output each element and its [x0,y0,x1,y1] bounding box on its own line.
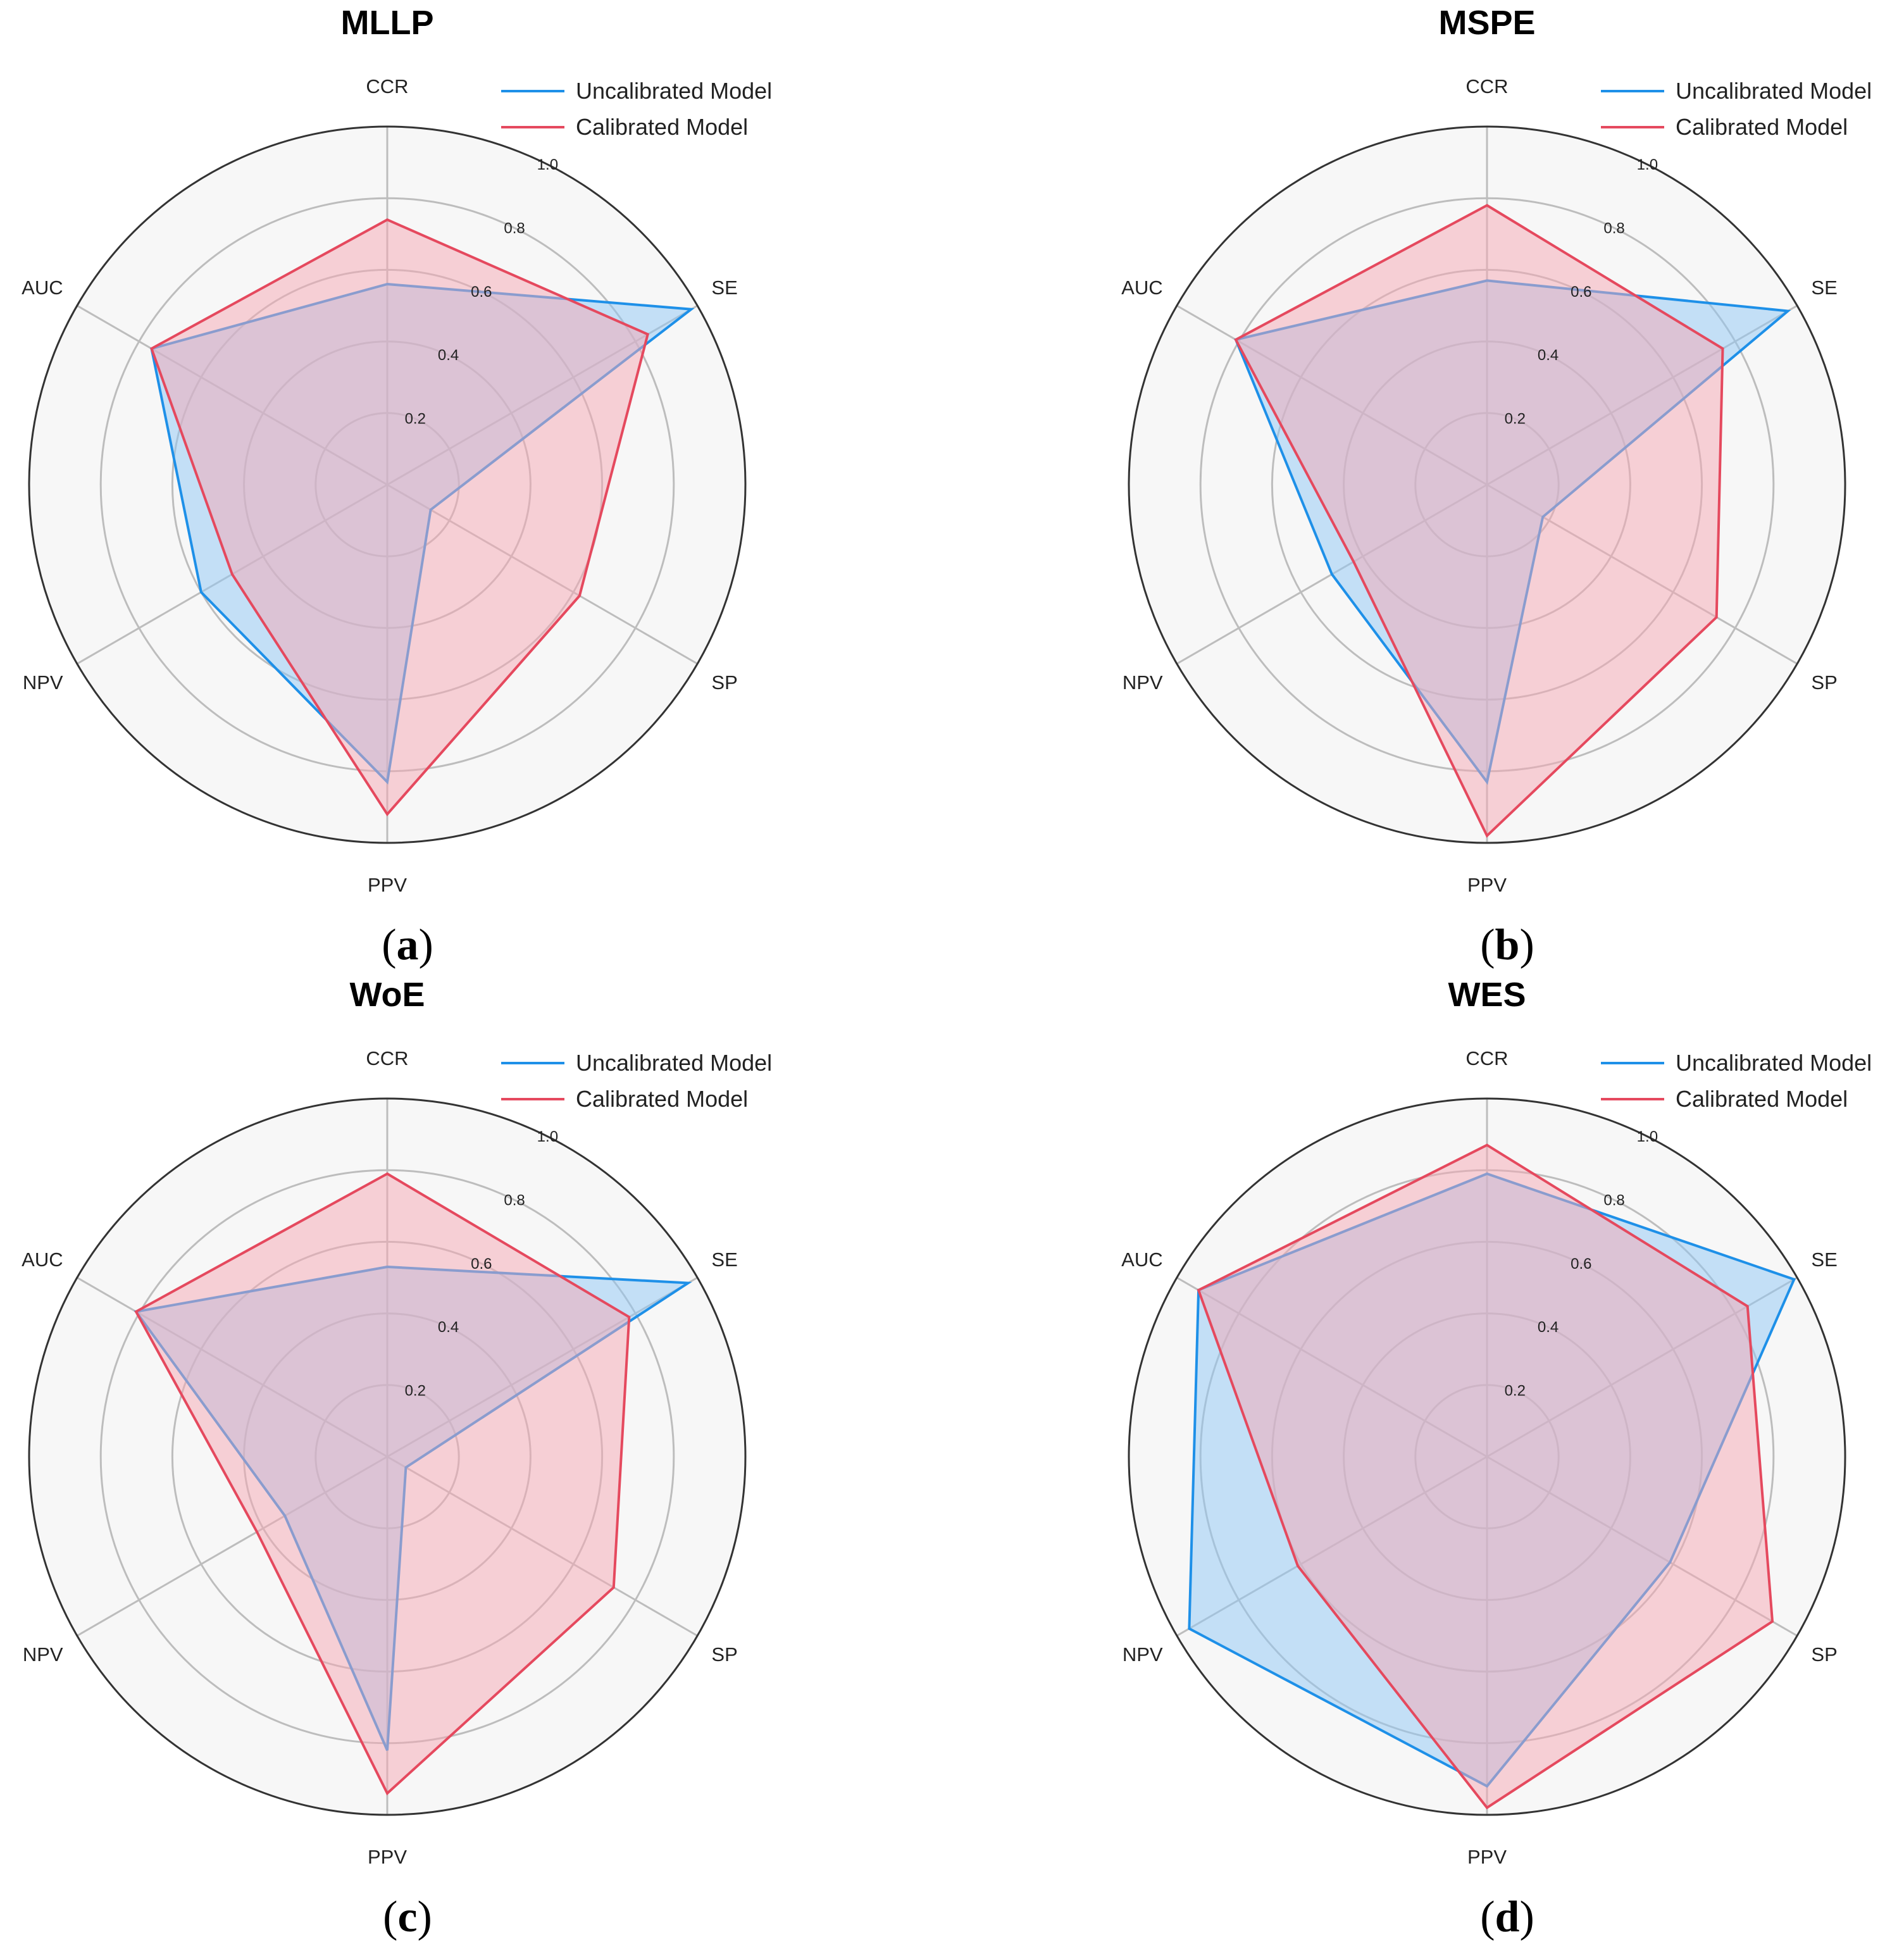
outer-frame [1128,125,1846,844]
radial-tick-label: 0.8 [1603,1192,1624,1209]
series-calibrated [150,218,650,817]
axis-label-se: SE [711,1248,737,1271]
caption-open-paren: ( [1480,921,1495,969]
radial-tick-label: 0.2 [405,1383,426,1400]
radial-tick-label: 1.0 [537,1128,558,1145]
radial-tick-label: 0.2 [1505,1383,1526,1400]
legend-label: Uncalibrated Model [1676,78,1872,104]
radial-tick-label: 0.4 [1538,1319,1559,1336]
axis-label-npv: NPV [1123,671,1163,694]
caption-close-paren: ) [418,1893,432,1941]
legend: Uncalibrated Model Calibrated Model [501,1050,772,1112]
legend-label: Calibrated Model [1676,114,1848,140]
series-calibrated [1197,1143,1774,1810]
axis-label-npv: NPV [1123,1643,1163,1666]
panel-caption: (a) [382,921,433,969]
panel-title: MLLP [341,4,434,42]
axis-label-sp: SP [1811,1643,1837,1666]
radial-tick-label: 0.8 [504,1192,525,1209]
radial-tick-label: 1.0 [1637,156,1658,173]
caption-open-paren: ( [382,921,396,969]
axis-label-auc: AUC [22,1248,63,1271]
legend-label: Uncalibrated Model [576,1050,772,1076]
radar-panel-mspe: 0.2 0.4 0.6 0.8 1.0 CCR SE SP PPV NPV AUC MSPE Uncal… [1121,4,1872,969]
axis-label-npv: NPV [23,671,63,694]
legend: Uncalibrated Model Calibrated Model [501,78,772,140]
radial-tick-label: 0.4 [438,347,459,364]
radial-tick-label: 0.2 [1505,411,1526,428]
caption-close-paren: ) [1519,1893,1534,1941]
axis-label-ppv: PPV [1467,1846,1507,1868]
axis-label-auc: AUC [22,277,63,299]
radar-panel-wes: 0.2 0.4 0.6 0.8 1.0 CCR SE SP PPV NPV AUC WES Uncali… [1121,976,1872,1941]
radar-panel-woe: 0.2 0.4 0.6 0.8 1.0 CCR SE SP PPV NPV AUC WoE Uncali… [22,976,772,1941]
radial-tick-label: 0.2 [405,411,426,428]
outer-frame [1128,1097,1846,1816]
panel-title: WoE [350,976,425,1014]
axis-label-ccr: CCR [366,75,408,97]
caption-close-paren: ) [1519,921,1534,969]
axis-label-ppv: PPV [1467,874,1507,896]
radial-tick-label: 0.6 [471,283,492,301]
axis-label-npv: NPV [23,1643,63,1666]
radial-tick-label: 0.6 [471,1255,492,1273]
panel-caption: (c) [383,1893,432,1941]
caption-letter: a [397,921,419,969]
panel-title: WES [1448,976,1526,1014]
panel-caption: (d) [1480,1893,1534,1941]
axis-label-ppv: PPV [368,874,407,896]
panel-title: MSPE [1438,4,1535,42]
axis-label-sp: SP [711,1643,737,1666]
axis-label-sp: SP [711,671,737,694]
axis-label-ccr: CCR [1465,1047,1508,1069]
legend: Uncalibrated Model Calibrated Model [1601,78,1872,140]
series-calibrated [134,1172,631,1796]
outer-frame [28,1097,747,1816]
legend-label: Uncalibrated Model [576,78,772,104]
radial-tick-label: 0.8 [504,220,525,237]
axis-label-se: SE [1811,1248,1837,1271]
caption-open-paren: ( [1480,1893,1495,1941]
axis-label-ppv: PPV [368,1846,407,1868]
caption-letter: b [1495,921,1520,969]
panel-caption: (b) [1480,921,1534,969]
axis-label-se: SE [1811,277,1837,299]
caption-open-paren: ( [383,1893,397,1941]
radial-tick-label: 1.0 [1637,1128,1658,1145]
radial-tick-label: 0.8 [1603,220,1624,237]
legend-label: Calibrated Model [576,1086,748,1112]
radial-tick-label: 0.6 [1571,283,1591,301]
axis-label-auc: AUC [1121,277,1162,299]
radial-tick-label: 0.6 [1571,1255,1591,1273]
axis-label-se: SE [711,277,737,299]
series-calibrated [1234,204,1724,838]
legend-label: Uncalibrated Model [1676,1050,1872,1076]
caption-letter: c [397,1893,417,1941]
radial-tick-label: 0.4 [438,1319,459,1336]
caption-close-paren: ) [419,921,433,969]
legend-label: Calibrated Model [1676,1086,1848,1112]
legend: Uncalibrated Model Calibrated Model [1601,1050,1872,1112]
axis-label-auc: AUC [1121,1248,1162,1271]
axis-label-sp: SP [1811,671,1837,694]
outer-frame [28,125,747,844]
radial-tick-label: 0.4 [1538,347,1559,364]
caption-letter: d [1495,1893,1520,1941]
legend-label: Calibrated Model [576,114,748,140]
axis-label-ccr: CCR [366,1047,408,1069]
radial-tick-label: 1.0 [537,156,558,173]
radar-panel-mllp: 0.2 0.4 0.6 0.8 1.0 CCR SE SP PPV NPV AUC MLLP Uncal… [22,4,772,969]
axis-label-ccr: CCR [1465,75,1508,97]
